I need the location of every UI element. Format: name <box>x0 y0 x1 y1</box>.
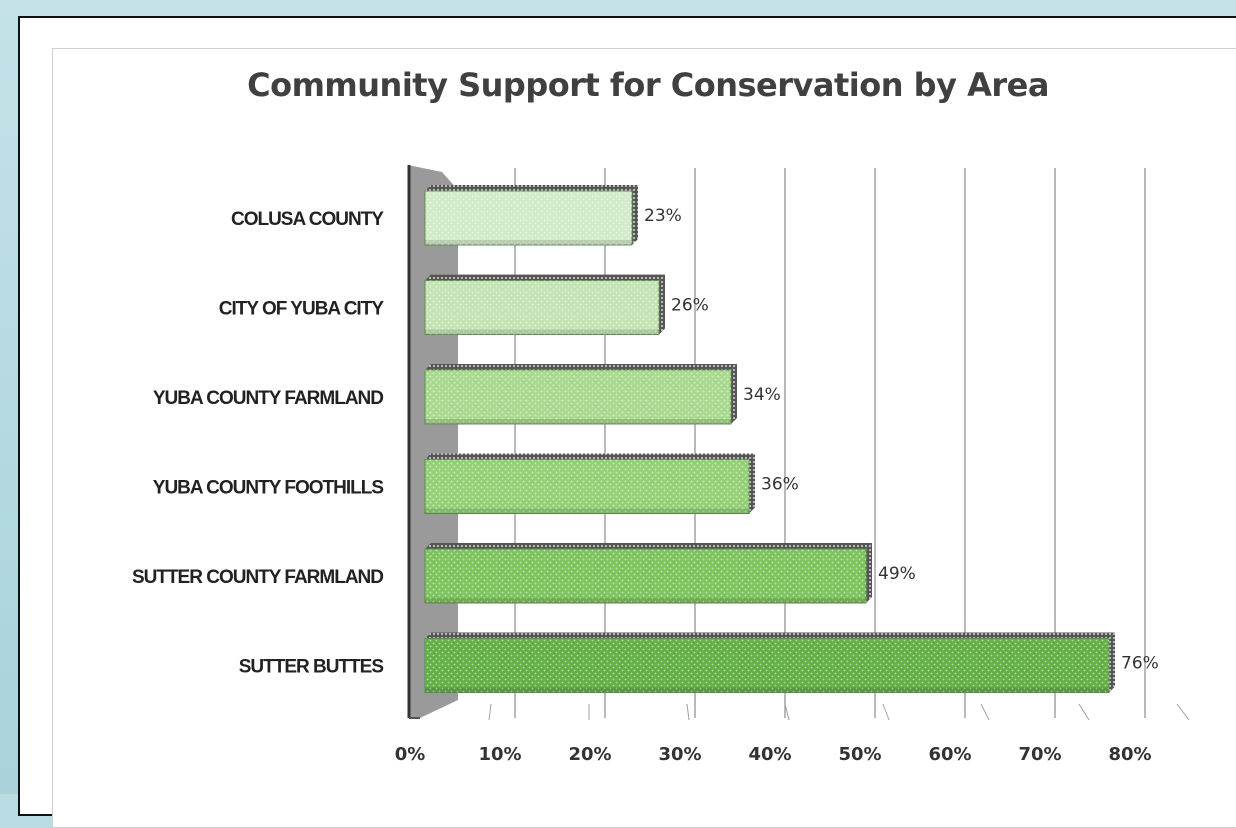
x-tick-label: 20% <box>568 744 611 765</box>
bar-texture <box>425 549 866 603</box>
bar-shade <box>425 598 866 603</box>
category-label: CITY OF YUBA CITY <box>219 299 385 320</box>
x-tick-label: 30% <box>658 744 701 765</box>
x-tick-label: 60% <box>928 744 971 765</box>
bar-shade <box>425 419 731 424</box>
chart-panel <box>18 16 1236 828</box>
floor-line-50 <box>882 703 890 721</box>
x-tick-label: 10% <box>478 744 521 765</box>
data-label: 49% <box>878 564 916 584</box>
category-label: SUTTER COUNTY FARMLAND <box>132 567 383 588</box>
data-label: 34% <box>743 385 781 405</box>
bar-texture <box>425 191 632 245</box>
category-label: COLUSA COUNTY <box>231 209 384 230</box>
bar-texture <box>425 459 749 514</box>
bar-chart: 0% 10% 20% 30% 40% 50% 60% 70% 80% COLUSA COUNTY 2… <box>132 165 1190 765</box>
floor-line-70 <box>1078 703 1090 721</box>
bar-end <box>866 543 872 603</box>
bar-top <box>425 543 872 549</box>
labels: 0% 10% 20% 30% 40% 50% 60% 70% 80% COLUSA COUNTY 2… <box>132 206 1159 765</box>
chart-area <box>52 48 1236 828</box>
chart-title: Community Support for Conservation by Ar… <box>247 66 1049 104</box>
floor-line-40 <box>784 703 790 721</box>
bar-end <box>1109 632 1115 693</box>
bar-texture <box>425 280 659 335</box>
bar-top <box>425 274 665 281</box>
bar-end <box>632 185 638 245</box>
data-label: 76% <box>1121 654 1159 674</box>
x-tick-label: 80% <box>1108 744 1151 765</box>
bar-end <box>659 274 665 335</box>
bar-texture <box>425 638 1109 693</box>
data-label: 26% <box>671 296 709 316</box>
x-tick-label: 70% <box>1018 744 1061 765</box>
bars <box>424 185 1115 693</box>
bar-end <box>731 364 737 424</box>
bar-shade <box>425 687 1109 693</box>
category-label: SUTTER BUTTES <box>239 657 384 678</box>
floor-line-10 <box>488 703 492 721</box>
floor-line-30 <box>686 703 690 721</box>
bar-shade <box>425 240 632 245</box>
floor-line-80 <box>1176 703 1190 721</box>
bar-end <box>749 453 755 514</box>
grid-lines <box>488 168 1190 721</box>
bar-texture <box>425 370 731 424</box>
category-label: YUBA COUNTY FOOTHILLS <box>153 478 384 499</box>
data-label: 23% <box>644 206 682 226</box>
x-tick-label: 0% <box>395 744 426 765</box>
floor-line-60 <box>980 703 990 721</box>
bar-top <box>425 185 638 191</box>
category-label: YUBA COUNTY FARMLAND <box>153 388 383 409</box>
data-label: 36% <box>761 475 799 495</box>
bar-top <box>425 632 1115 639</box>
bar-shade <box>425 508 749 514</box>
bar-top <box>425 364 737 370</box>
bar-shade <box>425 329 659 335</box>
x-tick-label: 40% <box>748 744 791 765</box>
x-tick-label: 50% <box>838 744 881 765</box>
bar-top <box>425 453 755 460</box>
